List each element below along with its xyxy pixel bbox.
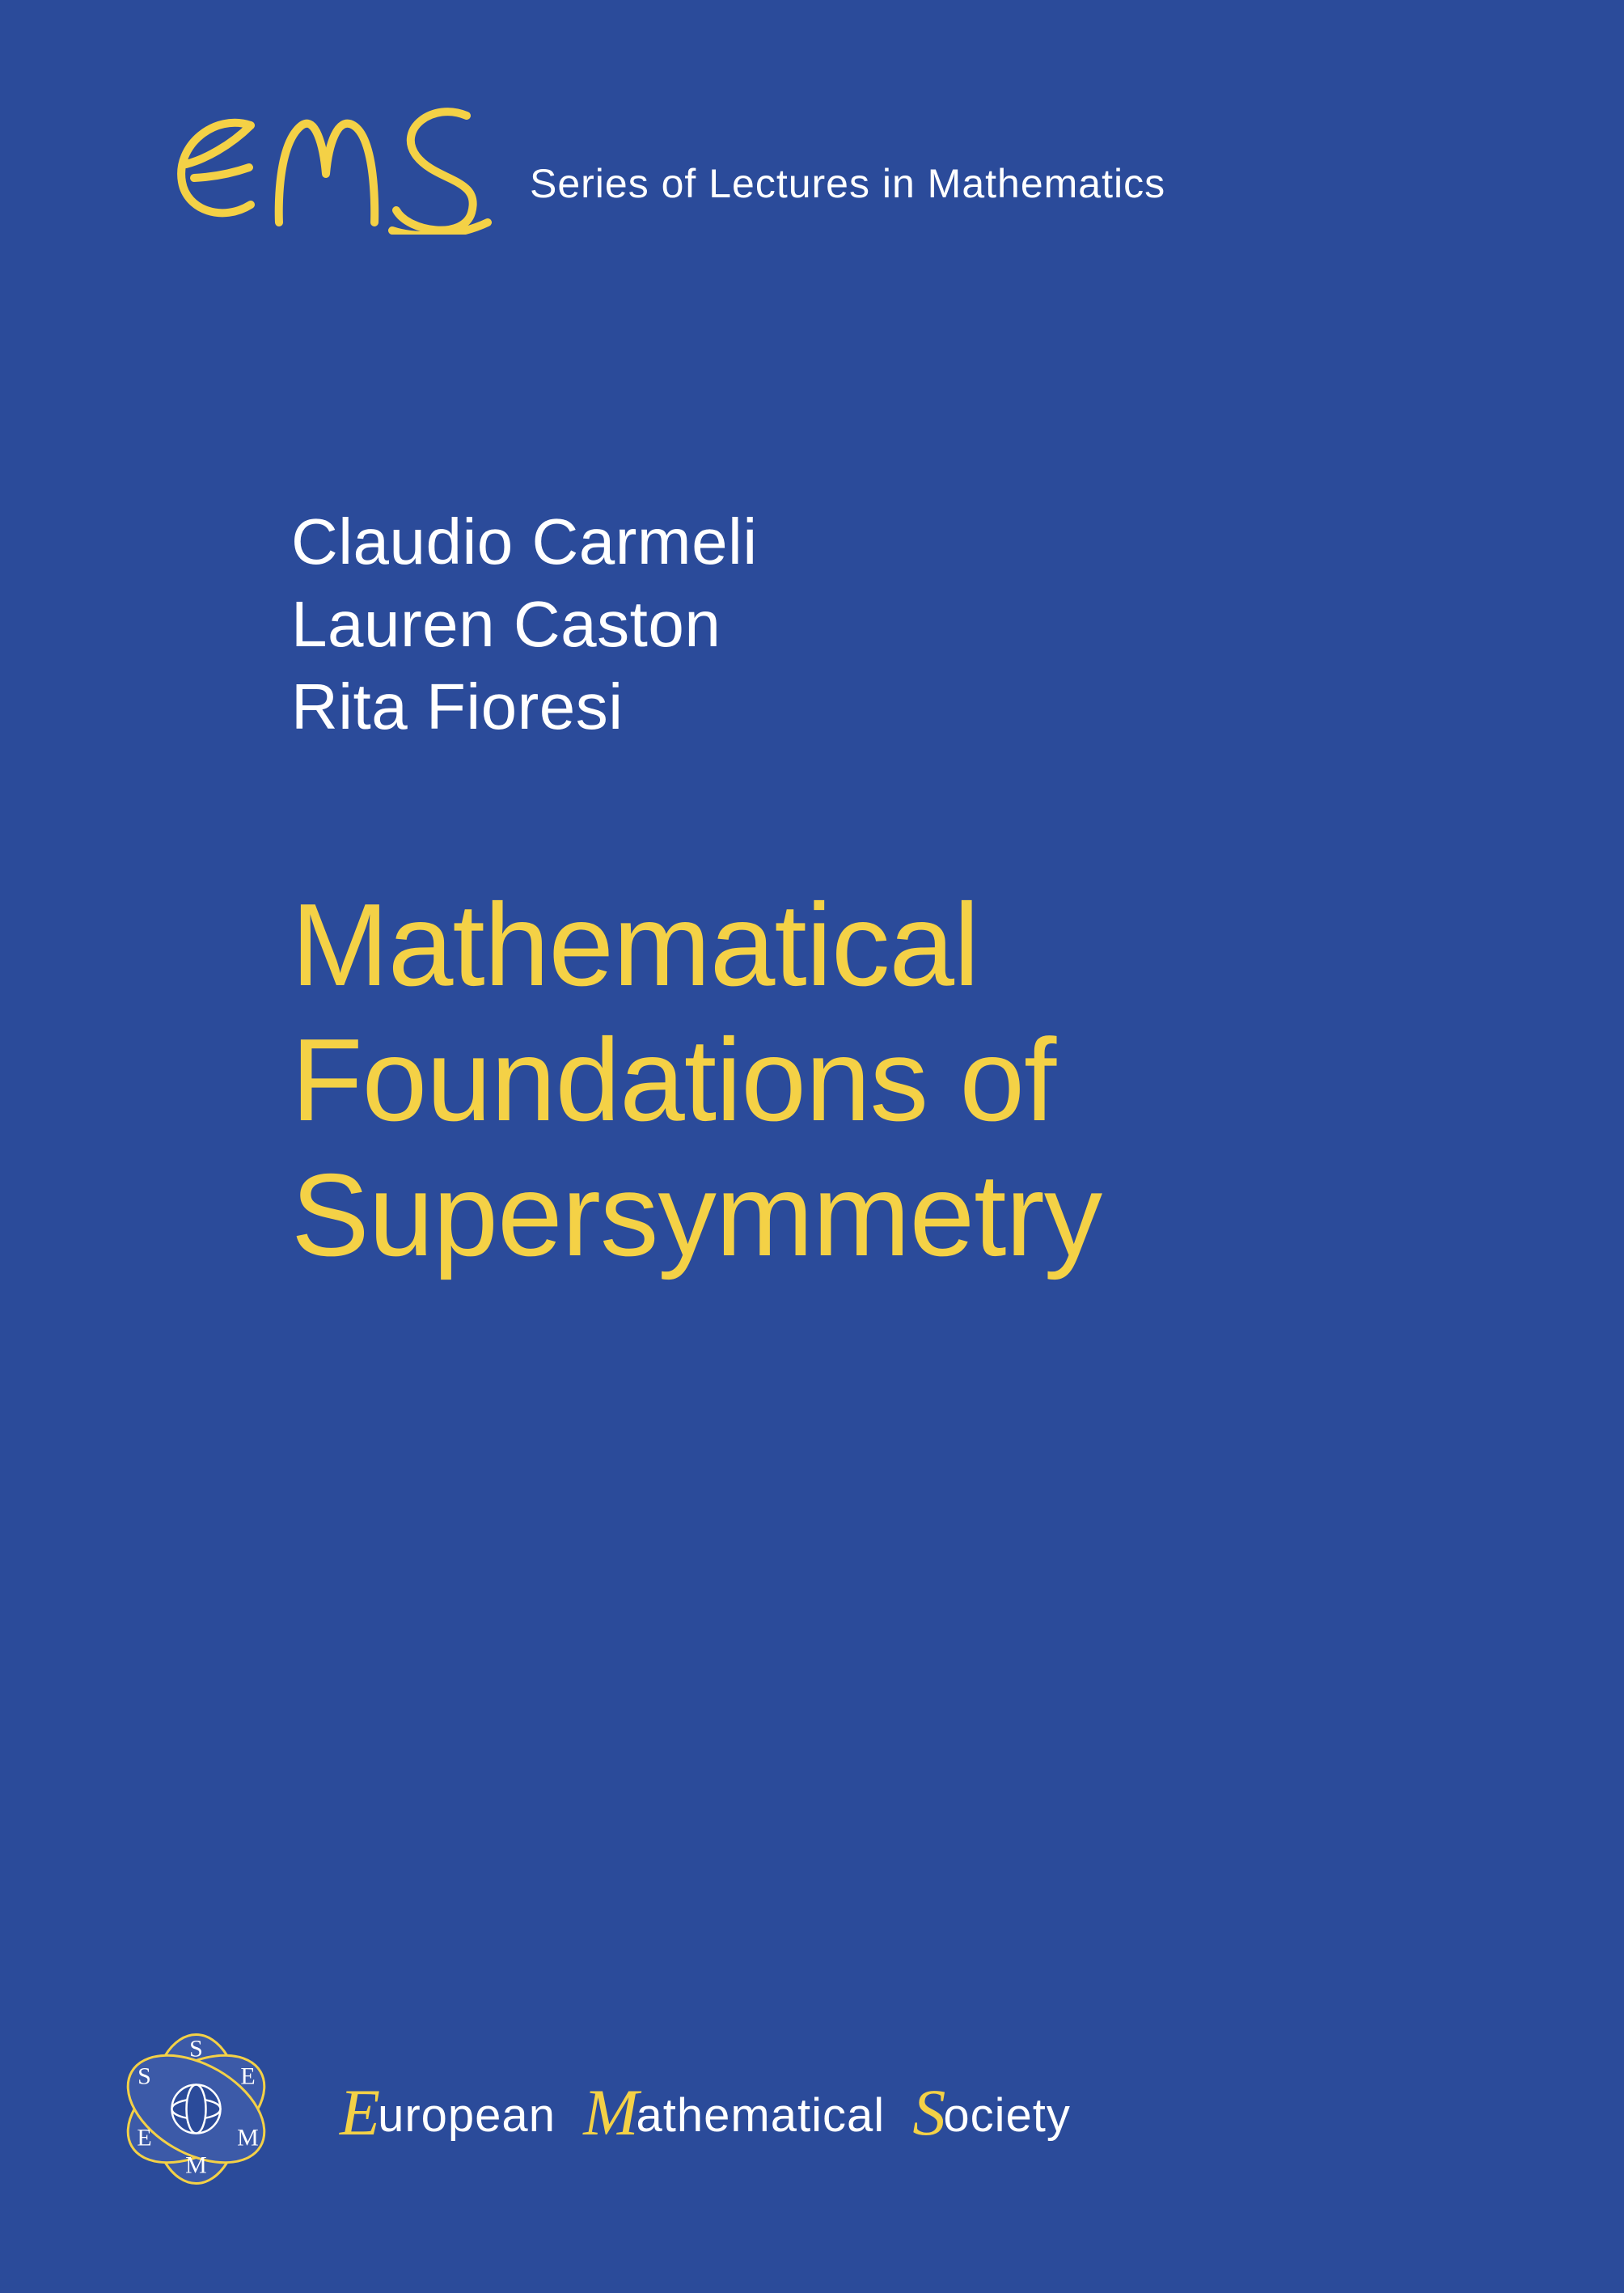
author-line: Claudio Carmeli [291,501,758,582]
header-region: Series of Lectures in Mathematics [166,101,1165,235]
orb-letter: S [189,2035,203,2062]
publisher-cap: E [340,2075,381,2149]
publisher-cap: M [583,2075,639,2149]
author-line: Rita Fioresi [291,666,758,747]
footer-region: S E M M E S European Mathematical Societ… [105,2018,1071,2200]
ems-orb-logo: S E M M E S [105,2018,287,2200]
orb-letter: M [185,2151,207,2178]
authors-block: Claudio Carmeli Lauren Caston Rita Fiore… [291,501,758,749]
orb-letter: E [137,2124,151,2151]
publisher-name: European Mathematical Society [340,2071,1071,2147]
book-cover: Series of Lectures in Mathematics Claudi… [0,0,1624,2293]
book-title: Mathematical Foundations of Supersymmetr… [291,878,1102,1282]
orb-letter: E [240,2062,255,2089]
title-line: Foundations of [291,1013,1102,1148]
title-line: Mathematical [291,878,1102,1013]
series-label: Series of Lectures in Mathematics [530,160,1165,207]
orb-letter: M [237,2124,259,2151]
ems-script-logo [166,101,505,235]
publisher-rest: athematical [636,2089,886,2142]
publisher-rest: uropean [378,2089,556,2142]
title-line: Supersymmetry [291,1148,1102,1283]
orb-letter: S [137,2062,151,2089]
publisher-cap: S [912,2075,946,2149]
publisher-rest: ociety [943,2089,1071,2142]
author-line: Lauren Caston [291,584,758,665]
